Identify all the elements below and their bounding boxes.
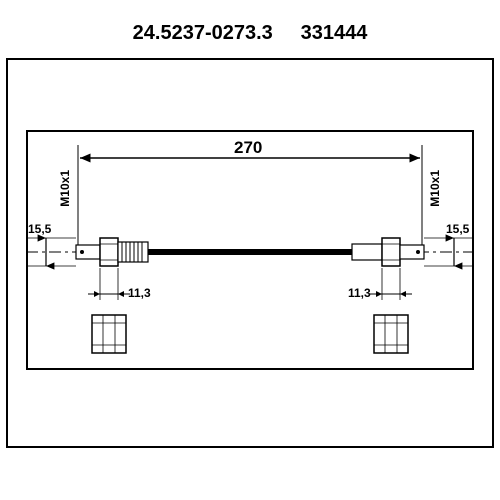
dim-main-length: 270 xyxy=(234,138,262,158)
dim-right-thread: M10x1 xyxy=(428,170,442,207)
dim-right-fitting: 11,3 xyxy=(348,286,371,300)
dim-right-outer: 15,5 xyxy=(446,222,469,236)
dim-left-fitting: 11,3 xyxy=(128,286,151,300)
dim-left-thread: M10x1 xyxy=(58,170,72,207)
technical-drawing xyxy=(0,0,500,500)
dim-left-outer: 15,5 xyxy=(28,222,51,236)
